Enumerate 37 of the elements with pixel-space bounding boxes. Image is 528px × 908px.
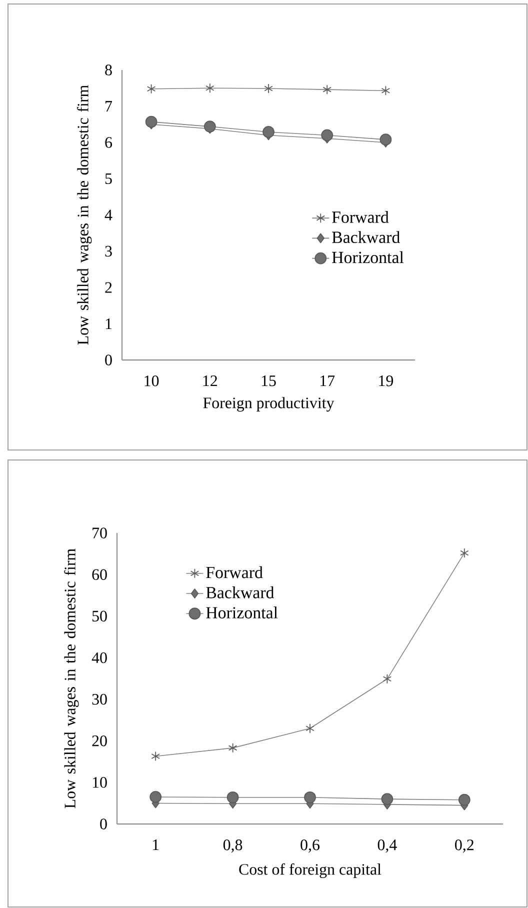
x-tick-label: 15 [262,376,276,386]
y-tick-label: 10 [92,777,107,788]
y-tick-label: 60 [92,569,107,580]
y-axis-title: Low skilled wages in the domestic firm [77,85,92,345]
legend-label: Horizontal [206,606,278,618]
x-tick-label: 1 [153,840,159,850]
y-tick-label: 40 [92,652,107,664]
legend-label: Forward [206,566,263,578]
y-tick-label: 6 [105,137,112,148]
x-tick-label: 0,4 [378,840,397,853]
legend-label: Forward [332,211,389,223]
y-tick-label: 70 [92,528,107,538]
x-tick-label: 12 [203,376,217,386]
y-tick-label: 4 [104,210,112,220]
y-tick-label: 5 [105,173,112,184]
y-axis-title: Low skilled wages in the domestic firm [64,548,79,808]
legend-label: Horizontal [332,251,404,264]
y-tick-label: 3 [105,246,112,257]
y-tick-label: 30 [92,694,107,705]
y-tick-label: 7 [106,101,112,112]
y-tick-label: 2 [105,282,112,293]
x-tick-label: 0,6 [300,840,320,853]
x-tick-label: 17 [320,376,335,386]
x-axis-title: Cost of foreign capital [239,863,382,878]
y-tick-label: 50 [92,610,107,622]
x-tick-label: 10 [144,376,159,386]
y-tick-label: 8 [105,64,112,76]
y-tick-label: 1 [106,318,112,330]
x-axis-title: Foreign productivity [203,397,334,412]
y-tick-label: 0 [105,354,112,366]
x-tick-label: 19 [379,376,394,386]
x-tick-label: 0,8 [223,840,242,853]
legend-label: Backward [332,231,400,244]
x-tick-label: 0,2 [455,840,474,853]
y-tick-label: 0 [100,818,107,830]
legend-label: Backward [206,586,274,598]
y-tick-label: 20 [92,735,107,746]
